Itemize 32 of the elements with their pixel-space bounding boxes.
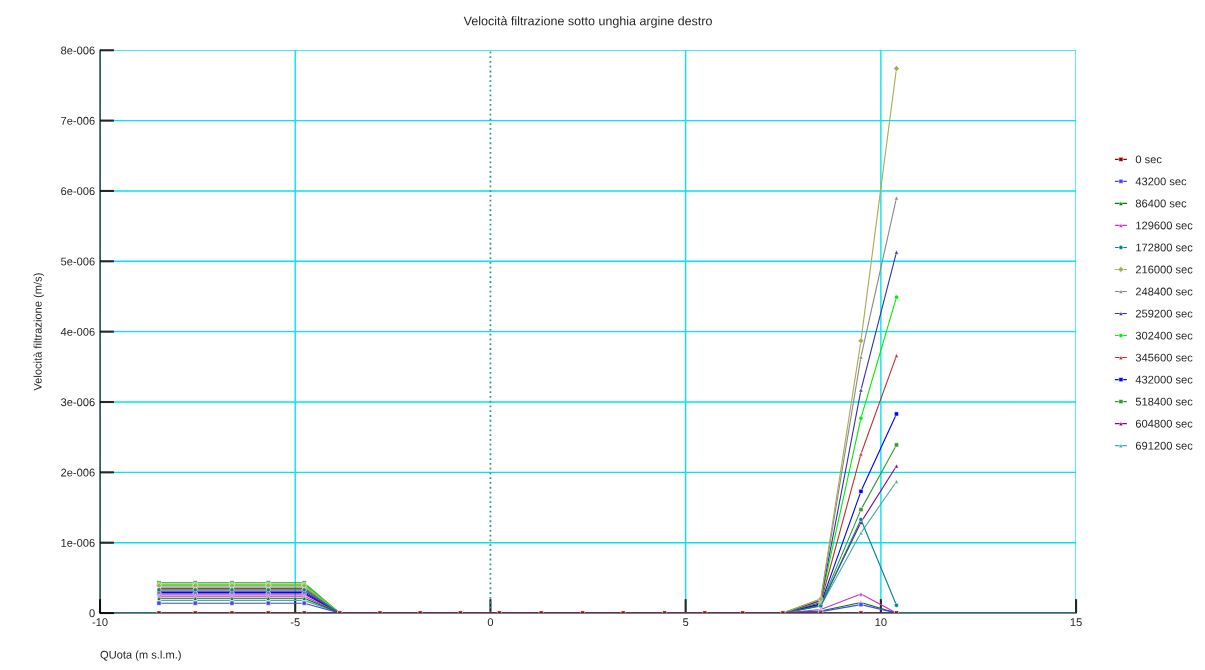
- legend-label: 518400 sec: [1135, 397, 1193, 406]
- y-tick-label: 5e-006: [61, 257, 95, 266]
- x-tick-label: 5: [683, 618, 689, 627]
- x-tick-label: 0: [487, 618, 494, 627]
- y-tick-label: 1e-006: [61, 538, 95, 547]
- legend-label: 0 sec: [1135, 155, 1162, 164]
- x-tick-label: -10: [92, 618, 108, 627]
- legend-label: 248400 sec: [1135, 287, 1193, 296]
- y-tick-label: 2e-006: [61, 468, 95, 477]
- legend-label: 302400 sec: [1135, 331, 1193, 340]
- legend-label: 604800 sec: [1135, 419, 1193, 428]
- legend-label: 172800 sec: [1136, 243, 1193, 252]
- legend-label: 129600 sec: [1136, 221, 1193, 230]
- legend-label: 691200 sec: [1135, 441, 1193, 450]
- x-axis-title: QUota (m s.l.m.): [100, 650, 181, 661]
- x-tick-label: 15: [1070, 618, 1082, 627]
- y-tick-label: 8e-006: [61, 46, 95, 55]
- x-tick-label: 10: [875, 618, 887, 627]
- legend-label: 86400 sec: [1135, 199, 1187, 208]
- y-tick-label: 3e-006: [60, 398, 95, 407]
- y-tick-label: 4e-006: [60, 327, 95, 336]
- y-tick-label: 6e-006: [61, 187, 95, 196]
- legend-label: 432000 sec: [1135, 375, 1193, 384]
- x-tick-label: -5: [290, 618, 300, 627]
- chart-title: Velocità filtrazione sotto unghia argine destro: [463, 16, 712, 28]
- y-tick-label: 0: [89, 609, 95, 618]
- y-tick-label: 7e-006: [61, 116, 95, 125]
- legend-label: 259200 sec: [1135, 309, 1193, 318]
- legend-label: 216000 sec: [1135, 265, 1193, 274]
- legend-label: 345600 sec: [1135, 353, 1193, 362]
- y-axis-title: Velocità filtrazione (m/s): [33, 273, 44, 391]
- legend-label: 43200 sec: [1135, 177, 1187, 186]
